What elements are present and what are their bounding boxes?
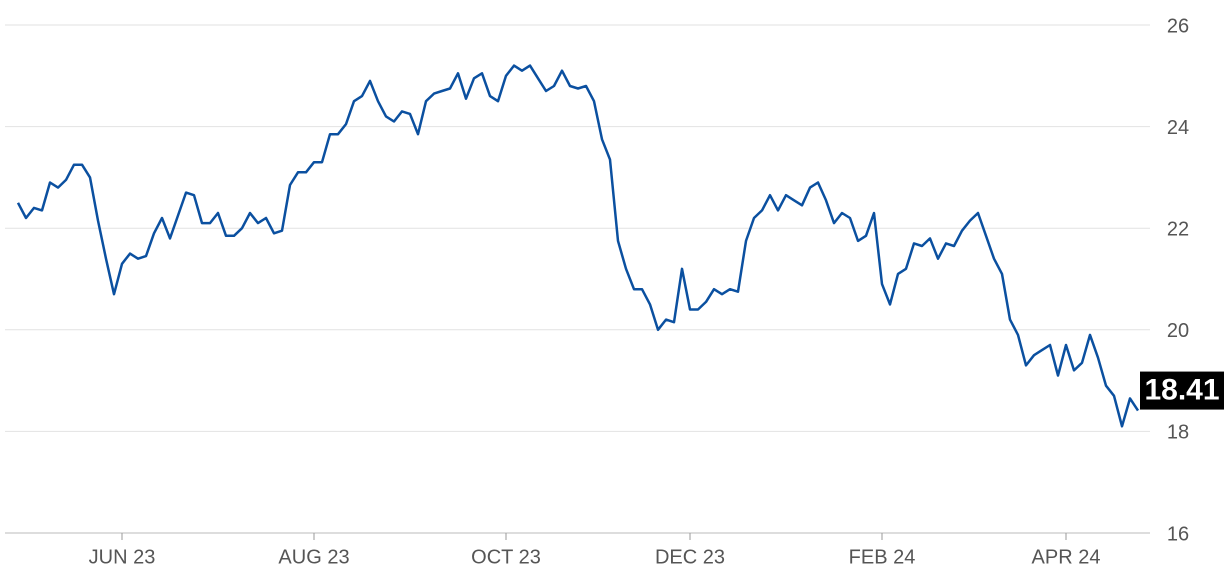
x-tick-label: FEB 24: [849, 546, 916, 568]
price-line: [16, 64, 1140, 428]
x-tick-label: DEC 23: [655, 546, 725, 568]
x-tick-label: AUG 23: [278, 546, 349, 568]
last-value-box: [1140, 371, 1224, 410]
y-tick-label: 24: [1167, 117, 1189, 139]
y-tick-label: 18: [1167, 422, 1189, 444]
y-tick-label: 20: [1167, 320, 1189, 342]
x-tick-label: JUN 23: [89, 546, 156, 568]
last-value-label: 18.41: [1144, 373, 1219, 406]
x-tick-label: OCT 23: [471, 546, 541, 568]
x-tick-label: APR 24: [1032, 546, 1101, 568]
y-tick-label: 22: [1167, 218, 1189, 240]
y-tick-label: 16: [1167, 523, 1189, 545]
y-tick-label: 26: [1167, 15, 1189, 37]
